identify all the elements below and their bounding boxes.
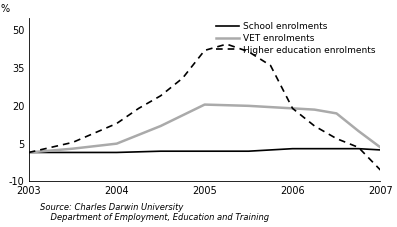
School enrolments <box>290 147 295 150</box>
Higher education enrolments <box>158 94 163 97</box>
Higher education enrolments <box>114 122 119 125</box>
Line: School enrolments: School enrolments <box>29 149 380 153</box>
VET enrolments <box>290 107 295 110</box>
Higher education enrolments <box>268 64 273 67</box>
School enrolments <box>158 150 163 153</box>
School enrolments <box>334 147 339 150</box>
Line: Higher education enrolments: Higher education enrolments <box>29 44 380 170</box>
School enrolments <box>378 149 383 151</box>
School enrolments <box>114 151 119 154</box>
School enrolments <box>356 147 361 150</box>
Higher education enrolments <box>378 169 383 171</box>
Higher education enrolments <box>356 146 361 149</box>
VET enrolments <box>334 112 339 115</box>
VET enrolments <box>158 125 163 127</box>
School enrolments <box>202 150 207 153</box>
Higher education enrolments <box>246 50 251 53</box>
VET enrolments <box>312 108 317 111</box>
VET enrolments <box>378 146 383 149</box>
Text: Source: Charles Darwin University
    Department of Employment, Education and Tr: Source: Charles Darwin University Depart… <box>40 203 269 222</box>
Higher education enrolments <box>180 77 185 79</box>
School enrolments <box>246 150 251 153</box>
Higher education enrolments <box>290 107 295 110</box>
Higher education enrolments <box>224 43 229 45</box>
Text: %: % <box>1 4 10 14</box>
Higher education enrolments <box>26 151 31 154</box>
Legend: School enrolments, VET enrolments, Higher education enrolments: School enrolments, VET enrolments, Highe… <box>216 22 376 54</box>
Line: VET enrolments: VET enrolments <box>29 105 380 153</box>
VET enrolments <box>70 147 75 150</box>
VET enrolments <box>356 130 361 132</box>
Higher education enrolments <box>136 107 141 110</box>
Higher education enrolments <box>312 125 317 127</box>
Higher education enrolments <box>334 137 339 140</box>
VET enrolments <box>114 142 119 145</box>
VET enrolments <box>246 104 251 107</box>
School enrolments <box>70 151 75 154</box>
VET enrolments <box>202 103 207 106</box>
School enrolments <box>26 151 31 154</box>
Higher education enrolments <box>70 141 75 144</box>
VET enrolments <box>26 151 31 154</box>
Higher education enrolments <box>202 49 207 52</box>
